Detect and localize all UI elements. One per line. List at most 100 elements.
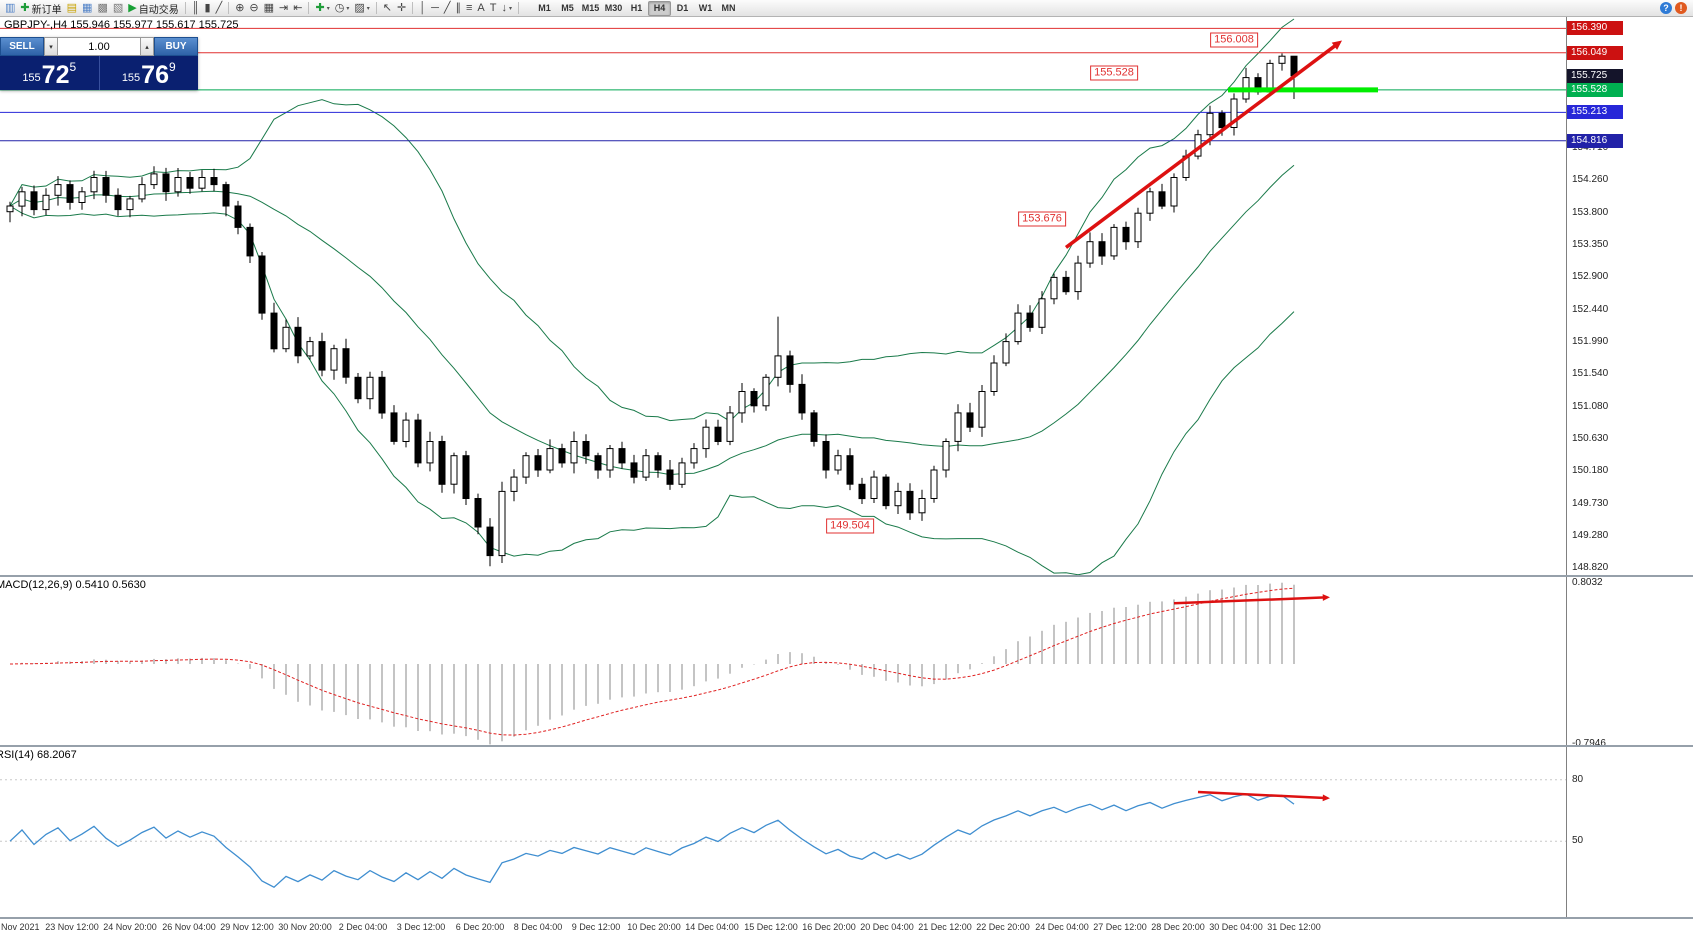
notifications-icon[interactable]: ! [1675,2,1687,14]
timeframe-button-m15[interactable]: M15 [581,3,600,13]
time-axis-label: 21 Dec 12:00 [918,922,972,932]
arrows-icon[interactable]: ↓ ▾ [500,1,515,16]
sell-button[interactable]: SELL [0,37,44,56]
price-axis-box: 155.725 [1567,69,1623,83]
chart-profiles-icon: ▤ [66,1,78,14]
rsi-arrow[interactable] [1197,790,1330,802]
arrows-icon: ↓ [501,1,508,14]
templates-button: ▨ [354,1,365,14]
time-axis-label: 6 Dec 20:00 [455,922,505,932]
auto-scroll-icon[interactable]: ⇥ [277,1,290,16]
buy-button[interactable]: BUY [154,37,198,56]
candlestick-chart-icon: ▮ [204,1,211,14]
help-icon[interactable]: ? [1660,2,1672,14]
volume-input[interactable]: 1.00 [58,37,140,56]
zoom-out-icon[interactable]: ⊖ [247,1,260,16]
horizontal-line-icon[interactable]: ─ [429,1,441,16]
autotrade-button: ▶ [128,1,137,14]
time-axis-label: 27 Dec 12:00 [1093,922,1147,932]
timeframe-button-w1[interactable]: W1 [698,3,713,13]
macd-label: MACD(12,26,9) 0.5410 0.5630 [0,579,146,591]
new-order-button[interactable]: ✚ 新订单 [18,1,63,16]
macd-canvas[interactable] [0,577,1566,747]
cursor-icon[interactable]: ↖ [381,1,394,16]
price-annotation[interactable]: 153.676 [1018,211,1066,227]
rsi-label: RSI(14) 68.2067 [0,749,77,761]
price-axis-box: 156.390 [1567,21,1623,35]
bid-price-prefix: 155 [22,72,41,84]
terminal-icon[interactable]: ▧ [111,1,125,16]
timeframe-button-d1[interactable]: D1 [676,3,689,13]
rsi-indicator-panel[interactable]: RSI(14) 68.2067 [0,747,1566,919]
tile-windows-icon[interactable]: ▦ [262,1,276,16]
timeframe-button-m5[interactable]: M5 [561,3,574,13]
new-order-button-label: 新订单 [31,4,62,16]
time-axis-label: 10 Dec 20:00 [627,922,681,932]
templates-button[interactable]: ▨ ▾ [352,1,371,16]
price-annotation[interactable]: 149.504 [826,518,874,534]
timeframe-button-h1[interactable]: H1 [630,3,643,13]
text-label-icon[interactable]: T [488,1,499,16]
main-chart-panel[interactable]: GBPJPY-,H4 155.946 155.977 155.617 155.7… [0,17,1566,577]
panel-splitter[interactable] [0,745,1693,747]
volume-up-button[interactable]: ▴ [140,37,154,56]
time-axis[interactable]: 22 Nov 2021 23 Nov 12:00 24 Nov 20:00 26 No… [0,919,1566,937]
time-axis-label: 22 Dec 20:00 [976,922,1030,932]
autotrade-button-label: 自动交易 [138,4,179,16]
crosshair-icon[interactable]: ✛ [395,1,408,16]
market-watch-icon[interactable]: ▦ [80,1,94,16]
panel-splitter[interactable] [0,917,1693,919]
cursor-icon: ↖ [382,1,392,14]
time-axis-label: 28 Dec 20:00 [1151,922,1205,932]
price-annotation[interactable]: 156.008 [1210,32,1258,48]
navigator-icon[interactable]: ▩ [95,1,109,16]
price-axis-tick: 153.800 [1572,207,1609,218]
bid-price[interactable]: 155 72 5 [0,56,99,90]
volume-down-button[interactable]: ▾ [44,37,58,56]
chevron-down-icon: ▾ [346,5,350,12]
new-chart-icon: ▥ [5,1,16,14]
equidistant-channel-icon[interactable]: ∥ [454,1,464,16]
macd-indicator-panel[interactable]: MACD(12,26,9) 0.5410 0.5630 [0,577,1566,747]
toolbar-separator [518,2,520,14]
periods-button[interactable]: ◷ ▾ [333,1,352,16]
price-axis-tick: 154.260 [1572,174,1609,185]
time-axis-label: 26 Nov 04:00 [162,922,216,932]
chart-shift-icon[interactable]: ⇤ [291,1,304,16]
toolbar-separator [375,2,377,14]
rsi-canvas[interactable] [0,747,1566,919]
fibonacci-icon[interactable]: ≡ [464,1,474,16]
line-chart-icon[interactable]: ╱ [214,1,225,16]
timeframe-button-mn[interactable]: MN [721,3,736,13]
new-chart-icon[interactable]: ▥ [3,1,17,16]
zoom-in-icon[interactable]: ⊕ [233,1,246,16]
bar-chart-icon[interactable]: ║ [190,1,202,16]
price-chart-canvas[interactable] [0,17,1566,577]
price-annotation[interactable]: 155.528 [1090,65,1138,81]
candlestick-chart-icon[interactable]: ▮ [203,1,213,16]
add-indicator-button[interactable]: ✚ ▾ [313,1,331,16]
timeframe-button-h4[interactable]: H4 [648,0,672,16]
time-axis-label: 30 Dec 04:00 [1209,922,1263,932]
time-axis-label: 3 Dec 12:00 [396,922,446,932]
macd-arrow[interactable] [1173,594,1330,605]
time-axis-label: 16 Dec 20:00 [802,922,856,932]
time-axis-label: 24 Dec 04:00 [1035,922,1089,932]
chart-profiles-icon[interactable]: ▤ [65,1,79,16]
chevron-down-icon: ▾ [326,5,330,12]
symbol-ohlc-label: GBPJPY-,H4 155.946 155.977 155.617 155.7… [4,19,239,31]
trendline-icon[interactable]: ╱ [442,1,453,16]
toolbar-separator [412,2,414,14]
autotrade-button[interactable]: ▶ 自动交易 [126,1,180,16]
timeframe-button-m30[interactable]: M30 [604,3,623,13]
trend-arrow[interactable] [1064,40,1342,249]
text-icon[interactable]: A [475,1,486,16]
price-scale[interactable]: 154.710154.260153.800153.350152.900152.4… [1566,17,1693,919]
ask-price[interactable]: 155 76 9 [100,56,199,90]
timeframe-button-m1[interactable]: M1 [538,3,551,13]
add-indicator-button: ✚ [315,1,325,14]
panel-splitter[interactable] [0,575,1693,577]
vertical-line-icon[interactable]: │ [417,1,428,16]
time-axis-label: 2 Dec 04:00 [338,922,388,932]
navigator-icon: ▩ [97,1,108,14]
